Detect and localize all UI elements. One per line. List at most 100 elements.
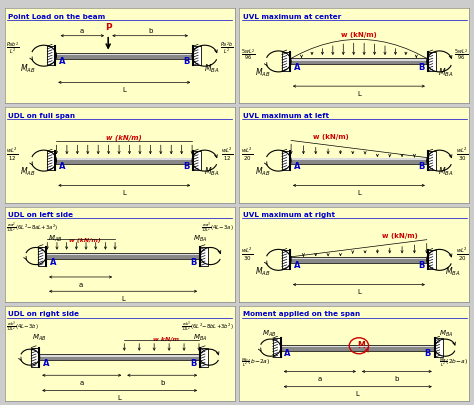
Text: a: a [79, 282, 83, 288]
Bar [46, 254, 200, 256]
Text: $M_{AB}$: $M_{AB}$ [20, 63, 36, 75]
Text: $M_{AB}$: $M_{AB}$ [255, 66, 270, 79]
Text: A: A [59, 162, 65, 171]
Bar [290, 158, 428, 160]
Text: w (kN/m): w (kN/m) [106, 134, 142, 141]
Text: $\frac{wL^2}{12}$: $\frac{wL^2}{12}$ [221, 146, 234, 164]
Text: $\frac{5wL^2}{96}$: $\frac{5wL^2}{96}$ [454, 48, 468, 63]
Text: L: L [357, 91, 361, 97]
Text: L: L [118, 395, 122, 401]
Text: $\frac{wL^2}{20}$: $\frac{wL^2}{20}$ [456, 245, 468, 263]
Text: w (kN/m): w (kN/m) [383, 233, 418, 239]
Text: P: P [105, 23, 111, 32]
Text: $\frac{5wL^2}{96}$: $\frac{5wL^2}{96}$ [240, 48, 255, 63]
Bar [47, 151, 55, 170]
Text: w (kN/m): w (kN/m) [341, 32, 377, 38]
Text: $M_{AB}$: $M_{AB}$ [48, 234, 63, 244]
Text: $\frac{Pa^2b}{L^2}$: $\frac{Pa^2b}{L^2}$ [220, 41, 234, 57]
Bar [39, 355, 200, 356]
Text: M: M [357, 341, 365, 350]
Text: w (kN/m): w (kN/m) [313, 134, 349, 140]
Bar [200, 347, 208, 367]
Text: $\frac{wL^2}{12}$: $\frac{wL^2}{12}$ [6, 146, 18, 164]
Text: $\frac{wa^3}{12L^2}(4L\!-\!3a)$: $\frac{wa^3}{12L^2}(4L\!-\!3a)$ [201, 220, 234, 235]
Text: $\frac{wb^3}{12L^2}(4L\!-\!3b)$: $\frac{wb^3}{12L^2}(4L\!-\!3b)$ [6, 320, 39, 334]
Text: L: L [122, 87, 126, 93]
Text: $M_{BA}$: $M_{BA}$ [438, 166, 454, 178]
Text: $M_{BA}$: $M_{BA}$ [446, 265, 461, 277]
Text: B: B [190, 359, 196, 368]
Text: L: L [121, 296, 125, 302]
Bar [428, 151, 436, 170]
Text: A: A [293, 162, 300, 171]
Text: B: B [425, 349, 431, 358]
Bar [290, 158, 428, 164]
Text: $M_{AB}$: $M_{AB}$ [262, 329, 276, 339]
Text: A: A [284, 349, 291, 358]
Text: $\frac{wb^3}{12L^2}(6L^2\!-\!8bL\!+\!3b^2)$: $\frac{wb^3}{12L^2}(6L^2\!-\!8bL\!+\!3b^… [181, 320, 234, 334]
Text: $M_{AB}$: $M_{AB}$ [32, 333, 46, 343]
Text: UDL on left side: UDL on left side [8, 212, 73, 218]
Bar [273, 338, 281, 357]
Bar [46, 253, 200, 259]
Text: b: b [395, 376, 399, 382]
Bar [281, 345, 435, 347]
Bar [55, 158, 193, 164]
Text: $M_{BA}$: $M_{BA}$ [193, 234, 207, 244]
Text: B: B [418, 162, 424, 171]
Bar [428, 52, 436, 71]
Text: $\frac{wL^2}{30}$: $\frac{wL^2}{30}$ [240, 245, 253, 263]
Bar [47, 46, 55, 65]
Text: UDL on full span: UDL on full span [8, 113, 75, 119]
Text: B: B [190, 258, 196, 266]
Text: $M_{BA}$: $M_{BA}$ [439, 329, 454, 339]
Text: $\frac{wa^2}{12L^2}(6L^2\!-\!8aL\!+\!3a^2)$: $\frac{wa^2}{12L^2}(6L^2\!-\!8aL\!+\!3a^… [6, 220, 58, 235]
Text: $\frac{Pab^2}{L^2}$: $\frac{Pab^2}{L^2}$ [6, 41, 19, 57]
Bar [38, 247, 46, 266]
Text: B: B [183, 57, 190, 66]
Text: b: b [148, 28, 153, 34]
Text: UDL on right side: UDL on right side [8, 311, 79, 318]
Bar [282, 250, 290, 269]
Text: a: a [80, 28, 84, 34]
Bar [193, 151, 201, 170]
Bar [290, 257, 428, 263]
Bar [55, 53, 193, 55]
Text: $\frac{Ma}{L^2}(2b\!-\!a)$: $\frac{Ma}{L^2}(2b\!-\!a)$ [439, 357, 468, 369]
Text: b: b [160, 380, 164, 386]
Text: $M_{AB}$: $M_{AB}$ [255, 265, 270, 277]
Text: A: A [43, 359, 49, 368]
Text: L: L [357, 289, 361, 295]
Text: w (kN/m): w (kN/m) [69, 238, 101, 243]
Bar [31, 347, 39, 367]
Bar [435, 338, 443, 357]
Bar [282, 151, 290, 170]
Text: L: L [356, 391, 360, 397]
Text: B: B [183, 162, 190, 171]
Text: $M_{AB}$: $M_{AB}$ [20, 166, 36, 178]
Bar [290, 59, 428, 61]
Text: A: A [50, 258, 56, 266]
Bar [39, 354, 200, 360]
Text: A: A [59, 57, 65, 66]
Bar [55, 158, 193, 160]
Bar [281, 345, 435, 351]
Text: B: B [418, 261, 424, 271]
Text: $\frac{wL^2}{30}$: $\frac{wL^2}{30}$ [456, 146, 468, 164]
Bar [200, 247, 208, 266]
Bar [290, 58, 428, 64]
Bar [290, 258, 428, 259]
Text: A: A [293, 63, 300, 72]
Bar [193, 46, 201, 65]
Text: $M_{BA}$: $M_{BA}$ [438, 66, 454, 79]
Text: L: L [122, 190, 126, 196]
Text: Point Load on the beam: Point Load on the beam [8, 14, 105, 20]
Text: $\frac{wL^2}{20}$: $\frac{wL^2}{20}$ [240, 146, 253, 164]
Bar [428, 250, 436, 269]
Bar [55, 53, 193, 59]
Text: UVL maximum at center: UVL maximum at center [243, 14, 341, 20]
Text: UVL maximum at left: UVL maximum at left [243, 113, 329, 119]
Text: a: a [318, 376, 322, 382]
Text: B: B [418, 63, 424, 72]
Text: $M_{BA}$: $M_{BA}$ [193, 333, 207, 343]
